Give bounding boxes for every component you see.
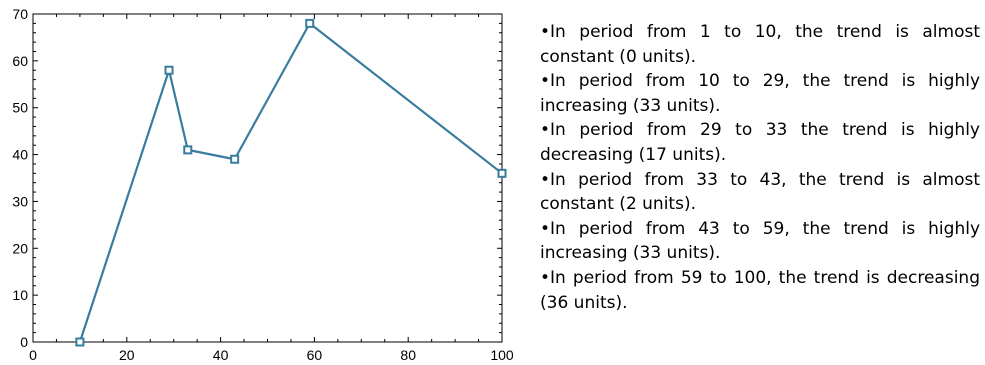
y-tick-label: 30 [12, 193, 28, 209]
y-tick-label: 10 [12, 287, 28, 303]
x-tick-label: 40 [213, 347, 229, 363]
trend-note: •In period from 43 to 59, the trend is h… [540, 218, 980, 264]
y-tick-label: 50 [12, 100, 28, 116]
data-point [230, 154, 240, 164]
y-tick-label: 0 [20, 334, 28, 350]
y-tick-label: 60 [12, 53, 28, 69]
data-point [164, 65, 174, 75]
y-tick-label: 70 [12, 6, 28, 22]
plot-frame [32, 13, 503, 343]
x-tick-label: 20 [119, 347, 135, 363]
trend-note: •In period from 29 to 33 the trend is hi… [540, 120, 980, 165]
x-tick-label: 0 [29, 347, 37, 363]
series-line [78, 22, 503, 343]
data-point [305, 18, 315, 28]
data-point [183, 145, 193, 155]
y-tick-label: 20 [12, 240, 28, 256]
x-tick-label: 60 [307, 347, 323, 363]
chart-svg: 0 20 40 60 80 100 0 10 20 30 40 50 60 70 [12, 6, 514, 363]
x-tick-label: 80 [400, 347, 416, 363]
trend-note: •In period from 10 to 29, the trend is h… [540, 71, 980, 116]
y-tick-label: 40 [12, 147, 28, 163]
x-tick-label: 100 [490, 347, 514, 363]
trend-notes: •In period from 1 to 10, the trend is al… [540, 20, 980, 315]
data-point [75, 337, 85, 347]
data-point [497, 168, 507, 178]
trend-note: •In period from 59 to 100, the trend is … [540, 267, 980, 313]
trend-note: •In period from 33 to 43, the trend is a… [540, 169, 980, 215]
line-chart: 0 20 40 60 80 100 0 10 20 30 40 50 60 70 [12, 6, 514, 363]
trend-note: •In period from 1 to 10, the trend is al… [540, 22, 980, 67]
